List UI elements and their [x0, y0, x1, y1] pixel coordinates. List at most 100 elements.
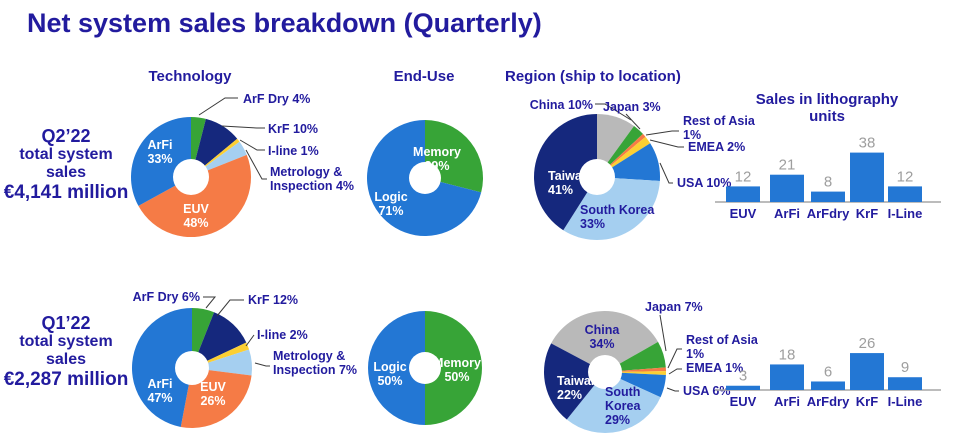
q1-technology-leader-i-line — [245, 334, 255, 347]
q2-region-leader-rest-of-asia — [645, 130, 679, 136]
q2-technology-callout-arf-dry: ArF Dry 4% — [243, 92, 310, 106]
q2-region-leader-japan — [625, 113, 641, 130]
q2-technology-label-euv: EUV — [183, 202, 209, 216]
q2-region-callout-usa: USA 10% — [677, 176, 731, 190]
q1-region-slice-taiwan — [543, 343, 605, 420]
q1-region-label-china: 34% — [589, 337, 614, 351]
q1-technology-label-euv: 26% — [200, 394, 225, 408]
q2-technology-leader-arf-dry — [198, 97, 238, 116]
q1-enduse-donut-hole — [409, 352, 441, 384]
q2-bars-category-arfdry: ArFdry — [807, 206, 850, 221]
q2-technology-label-euv: 48% — [183, 216, 208, 230]
q2-technology-pie-chart: ArF Dry 4% KrF 10% I-line 1% Metrology &Ins… — [130, 92, 354, 238]
q2-bars-bar-arfdry — [811, 191, 845, 202]
column-header-region: Region (ship to location) — [505, 68, 681, 85]
quarter-subtitle: total system sales — [19, 333, 113, 368]
q2-enduse-donut-hole — [409, 162, 441, 194]
q2-technology-donut-hole — [173, 159, 209, 195]
q1-region-label-china: China — [585, 323, 621, 337]
q2-region-slice-china — [597, 114, 635, 177]
q2-region-callout-rest-of-asia: Rest of Asia — [683, 114, 756, 128]
q2-bars-value-krf: 38 — [859, 135, 876, 152]
q2-bars-value-i-line: 12 — [897, 168, 914, 185]
q2-region-label-taiwan: Taiwan — [548, 169, 589, 183]
q2-technology-leader-metrology-inspection — [245, 149, 267, 180]
q1-technology-leader-krf — [216, 299, 244, 317]
q2-region-callout-japan: Japan 3% — [603, 100, 661, 114]
q2-bars-bar-krf — [850, 152, 884, 202]
q1-region-callout-usa: USA 6% — [683, 384, 730, 398]
q2-region-leader-usa — [659, 162, 673, 184]
q1-bars-bar-krf — [850, 353, 884, 390]
q2-technology-leader-krf — [221, 125, 265, 129]
q2-region-callout-emea: EMEA 2% — [688, 140, 745, 154]
q1-technology-callout-i-line: I-line 2% — [257, 328, 308, 342]
q1-region-label-south-korea: 29% — [605, 413, 630, 427]
q2-bars-bar-euv — [726, 186, 760, 202]
q2-region-label-south-korea: 33% — [580, 217, 605, 231]
q2-lithography-units-bar-chart: 12 EUV 21 ArFi 8 ArFdry 38 KrF 12 I-Line — [715, 135, 941, 221]
q2-region-label-south-korea: South Korea — [580, 203, 655, 217]
q2-bars-value-euv: 12 — [735, 168, 752, 185]
q1-bars-value-krf: 26 — [859, 335, 876, 352]
q1-technology-label-euv: EUV — [200, 380, 226, 394]
q1-bars-category-i-line: I-Line — [888, 394, 923, 409]
q2-bars-category-i-line: I-Line — [888, 206, 923, 221]
q1-region-callout-japan: Japan 7% — [645, 300, 703, 314]
quarter-label: Q1’22 — [41, 313, 91, 333]
q2-technology-callout-krf: KrF 10% — [268, 122, 318, 136]
q2-enduse-label-memory: 29% — [424, 159, 449, 173]
q2-bars-category-arfi: ArFi — [774, 206, 800, 221]
q1-enduse-slice-logic — [368, 311, 425, 425]
q2-technology-label-arfi: 33% — [147, 152, 172, 166]
q1-bars-category-krf: KrF — [856, 394, 878, 409]
q1-bars-category-arfdry: ArFdry — [807, 394, 850, 409]
page-title: Net system sales breakdown (Quarterly) — [27, 8, 542, 38]
q1-region-slice-south-korea — [566, 372, 661, 433]
q1-bars-category-euv: EUV — [730, 394, 757, 409]
q2-bars-value-arfi: 21 — [779, 157, 796, 174]
quarter-subtitle: total system sales — [19, 146, 113, 181]
q1-enduse-label-memory: 50% — [444, 370, 469, 384]
q1-region-donut-hole — [588, 355, 622, 389]
q2-bars-value-arfdry: 8 — [824, 174, 832, 191]
q2-region-callout-rest-of-asia: 1% — [683, 128, 701, 142]
q2-enduse-label-memory: Memory — [413, 145, 461, 159]
q2-technology-label-arfi: ArFi — [148, 138, 173, 152]
q2-region-leader-china — [595, 103, 632, 121]
q1-bars-bar-euv — [726, 385, 760, 390]
q1-region-callout-rest-of-asia: Rest of Asia — [686, 333, 759, 347]
q2-region-callout-china: China 10% — [530, 98, 593, 112]
q1-technology-leader-arf-dry — [203, 296, 217, 309]
q1-region-callout-rest-of-asia: 1% — [686, 347, 704, 361]
q2-enduse-label-logic: Logic — [374, 190, 407, 204]
q1-region-slice-china — [551, 310, 659, 372]
q1-technology-callout-krf: KrF 12% — [248, 293, 298, 307]
q1-region-leader-usa — [666, 387, 679, 392]
q2-bars-category-krf: KrF — [856, 206, 878, 221]
q1-technology-callout-metrology-inspection: Inspection 7% — [273, 363, 357, 377]
q1-bars-value-arfdry: 6 — [824, 363, 832, 380]
q1-region-label-taiwan: 22% — [557, 388, 582, 402]
quarter-total-sales: €2,287 million — [3, 369, 129, 390]
q1-lithography-units-bar-chart: 3 EUV 18 ArFi 6 ArFdry 26 KrF 9 I-Line — [715, 335, 941, 409]
q1-bars-bar-arfdry — [811, 381, 845, 390]
quarter-label: Q2’22 — [41, 126, 91, 146]
column-header-enduse: End-Use — [393, 68, 455, 85]
q1-technology-slice-arfi — [131, 308, 192, 427]
q2-technology-callout-metrology-inspection: Metrology & — [270, 165, 342, 179]
q1-enduse-label-memory: Memory — [433, 356, 481, 370]
q2-technology-callout-metrology-inspection: Inspection 4% — [270, 179, 354, 193]
q1-bars-category-arfi: ArFi — [774, 394, 800, 409]
q1-technology-callout-arf-dry: ArF Dry 6% — [133, 290, 200, 304]
q1-region-leader-emea — [668, 368, 682, 375]
bar-chart-title: Sales in lithography units — [755, 91, 899, 125]
q1-technology-label-arfi: ArFi — [148, 377, 173, 391]
q1-technology-donut-hole — [175, 351, 209, 385]
q1-bars-bar-i-line — [888, 377, 922, 390]
q2-bars-bar-i-line — [888, 186, 922, 202]
q1-region-label-south-korea: Korea — [605, 399, 641, 413]
q1-region-leader-japan — [659, 314, 667, 352]
